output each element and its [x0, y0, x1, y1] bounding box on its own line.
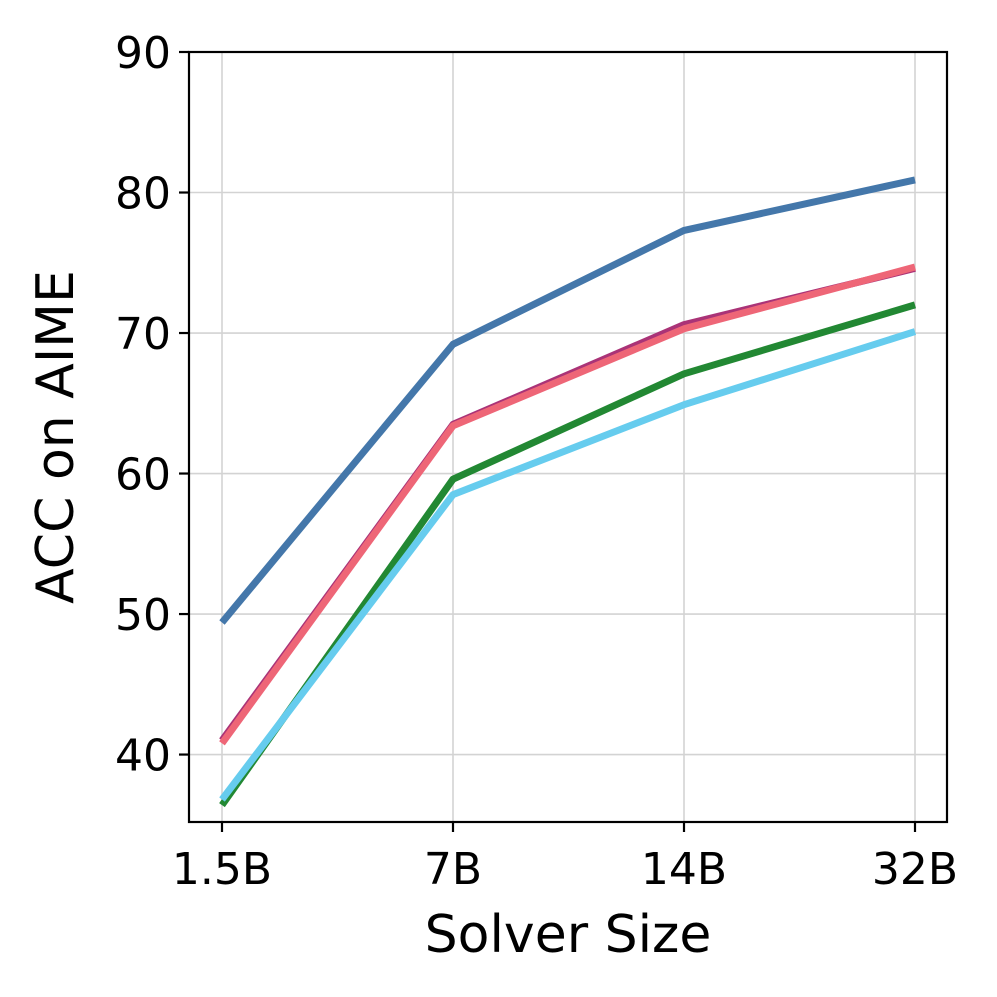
- x-axis-title: Solver Size: [425, 905, 712, 965]
- y-tick-label: 50: [115, 590, 171, 641]
- series-line-3: [219, 263, 916, 746]
- y-axis-title: ACC on AIME: [26, 270, 86, 604]
- series-line-1: [219, 176, 916, 625]
- axis-ticks: 1.5B 7B 14B 32B 40 50 60 70 80 90: [115, 28, 958, 895]
- series-line-5: [219, 328, 917, 802]
- x-tick-label: 32B: [872, 844, 958, 895]
- x-tick-label: 14B: [641, 844, 727, 895]
- x-tick-label: 7B: [424, 844, 482, 895]
- series-lines: [219, 176, 917, 808]
- y-tick-label: 90: [115, 28, 171, 79]
- y-tick-label: 40: [115, 731, 171, 782]
- grid: [189, 51, 947, 822]
- y-tick-label: 60: [115, 450, 171, 501]
- y-tick-label: 70: [115, 309, 171, 360]
- plot-area-frame: [187, 50, 949, 824]
- y-tick-label: 80: [115, 169, 171, 220]
- x-tick-label: 1.5B: [172, 844, 272, 895]
